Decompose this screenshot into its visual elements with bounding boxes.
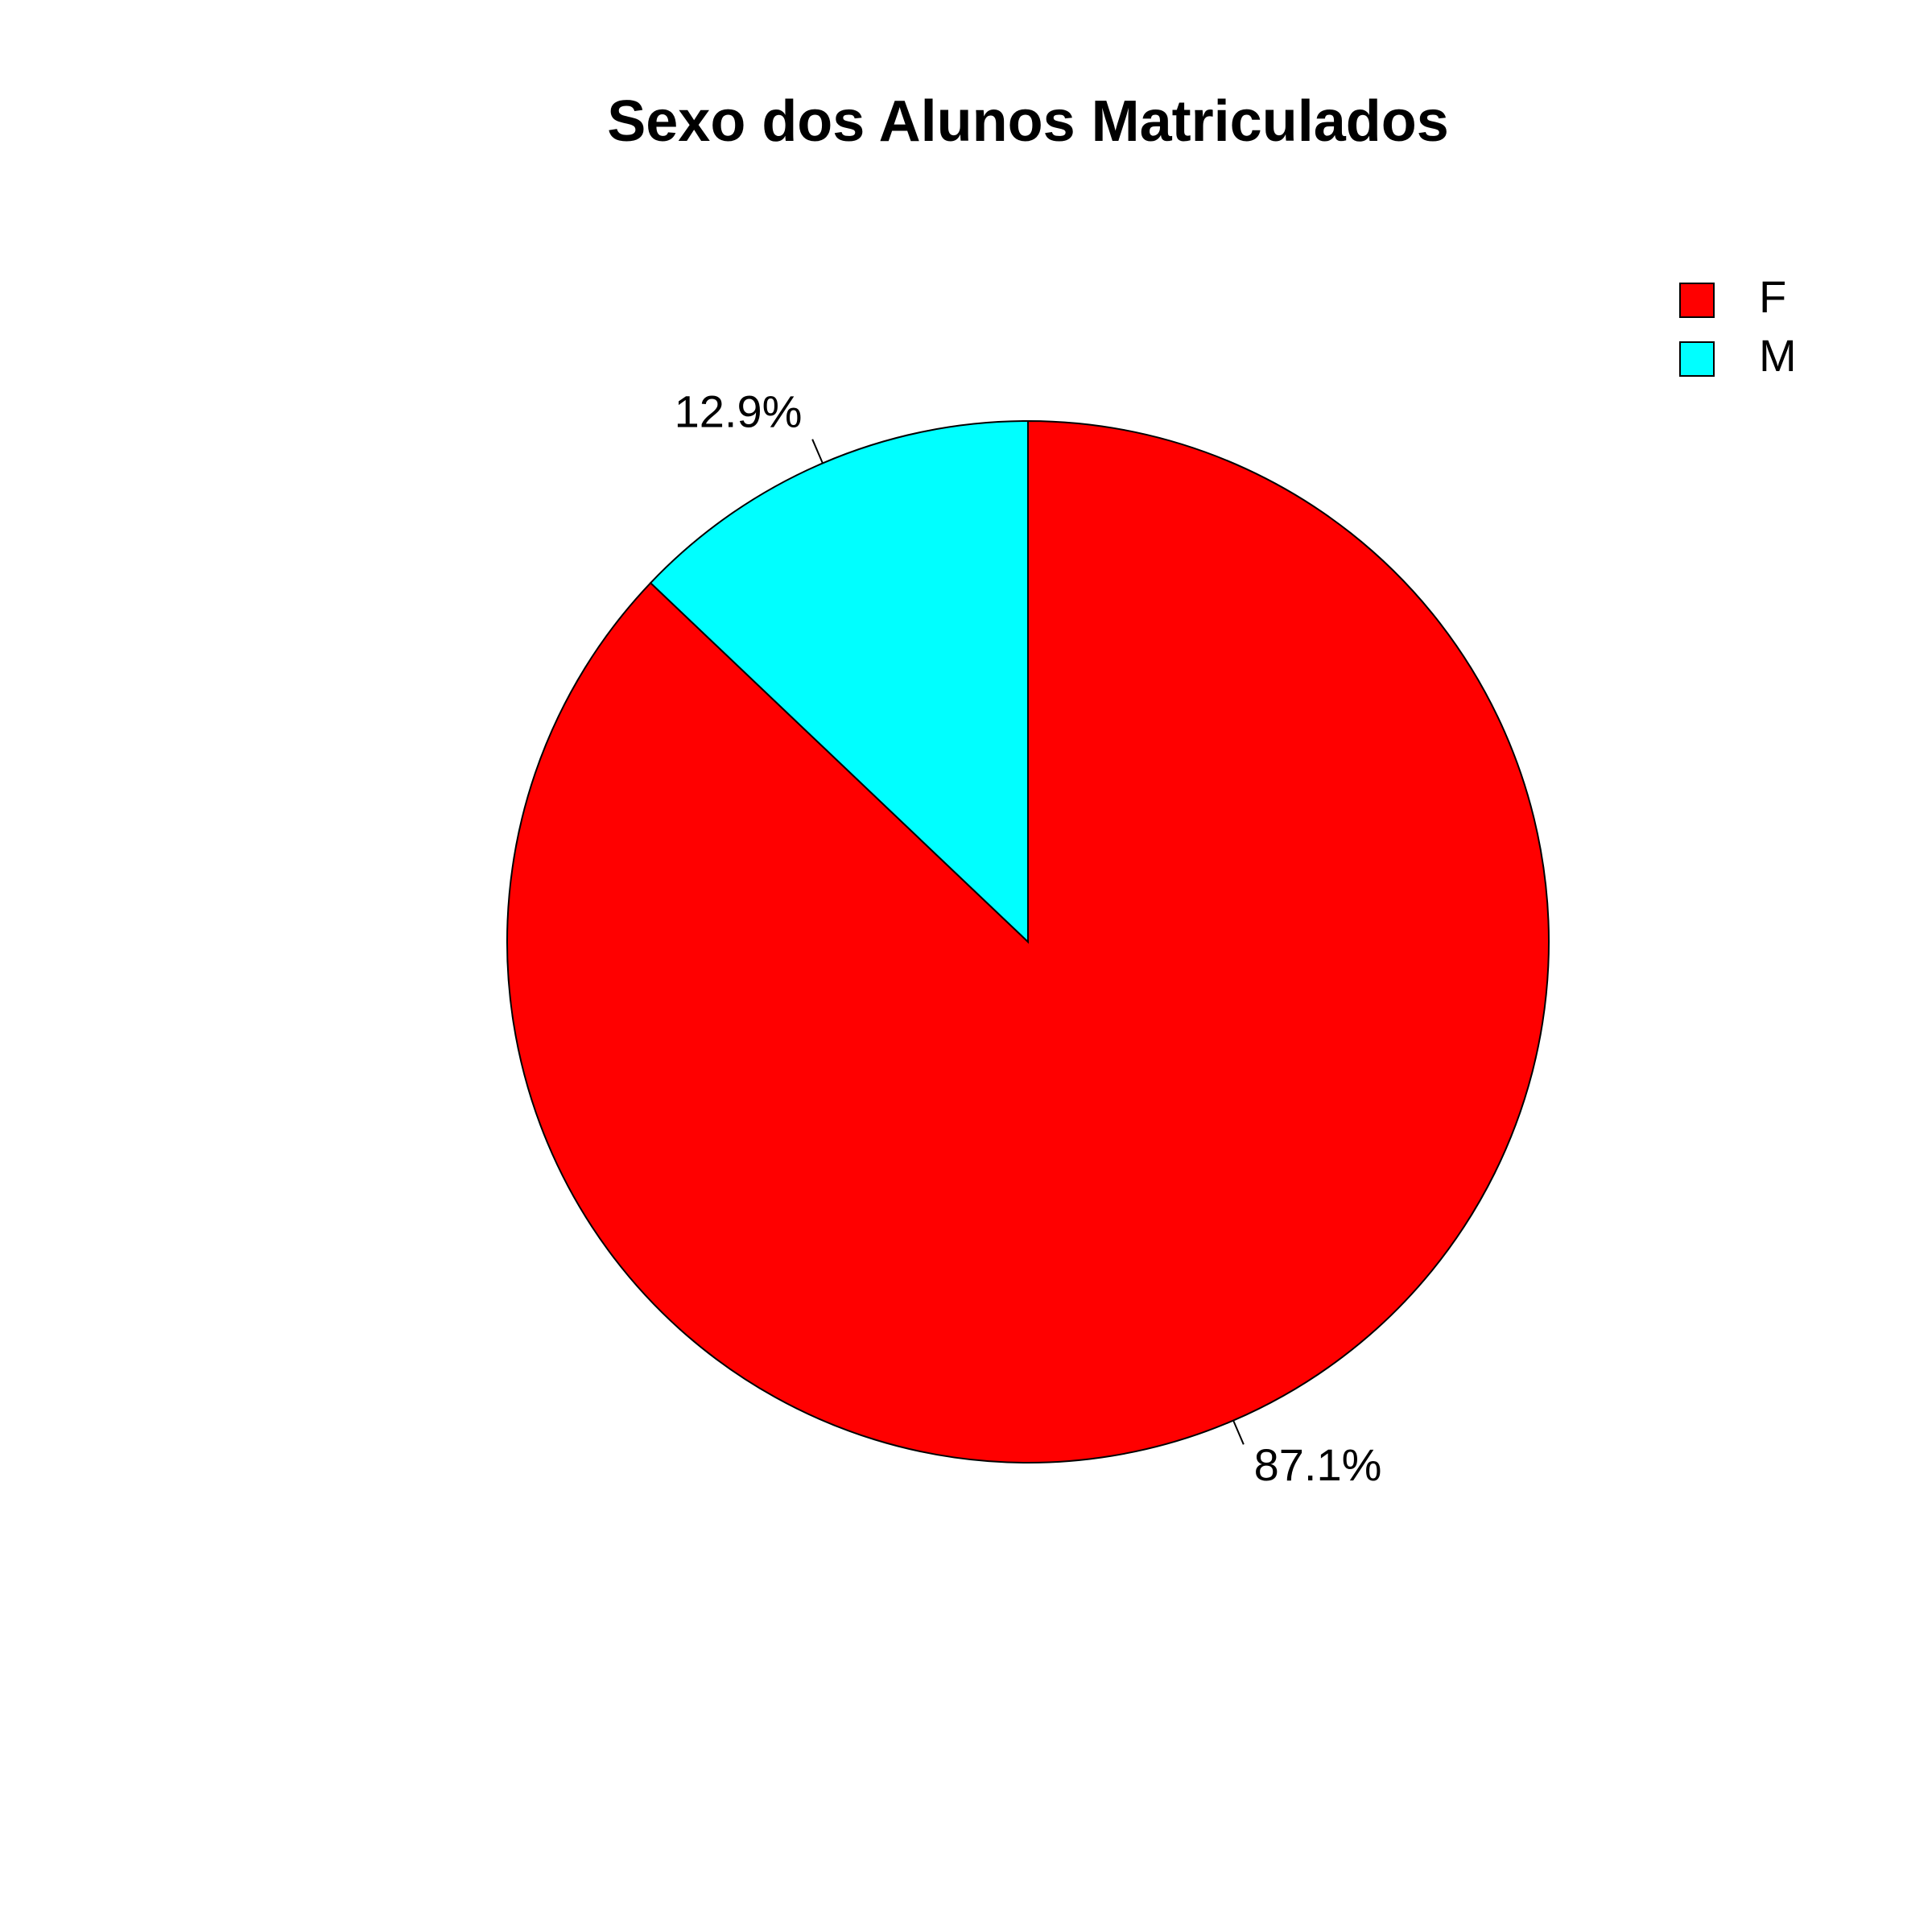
legend-label-m: M (1759, 330, 1797, 381)
slice-label-f: 87.1% (1254, 1439, 1382, 1490)
chart-title: Sexo dos Alunos Matriculados (607, 89, 1449, 154)
legend-label-f: F (1759, 271, 1786, 322)
legend-swatch-m (1679, 341, 1715, 377)
leader-line-m (811, 439, 824, 464)
pie-slice-m (649, 419, 1029, 944)
legend-swatch-f (1679, 283, 1715, 318)
legend: FM (1679, 271, 1797, 381)
slice-labels: 87.1% 12.9% (675, 386, 1382, 1490)
pie-slices (506, 419, 1550, 1463)
slice-label-m: 12.9% (675, 386, 803, 437)
leader-line-f (1232, 1420, 1245, 1445)
